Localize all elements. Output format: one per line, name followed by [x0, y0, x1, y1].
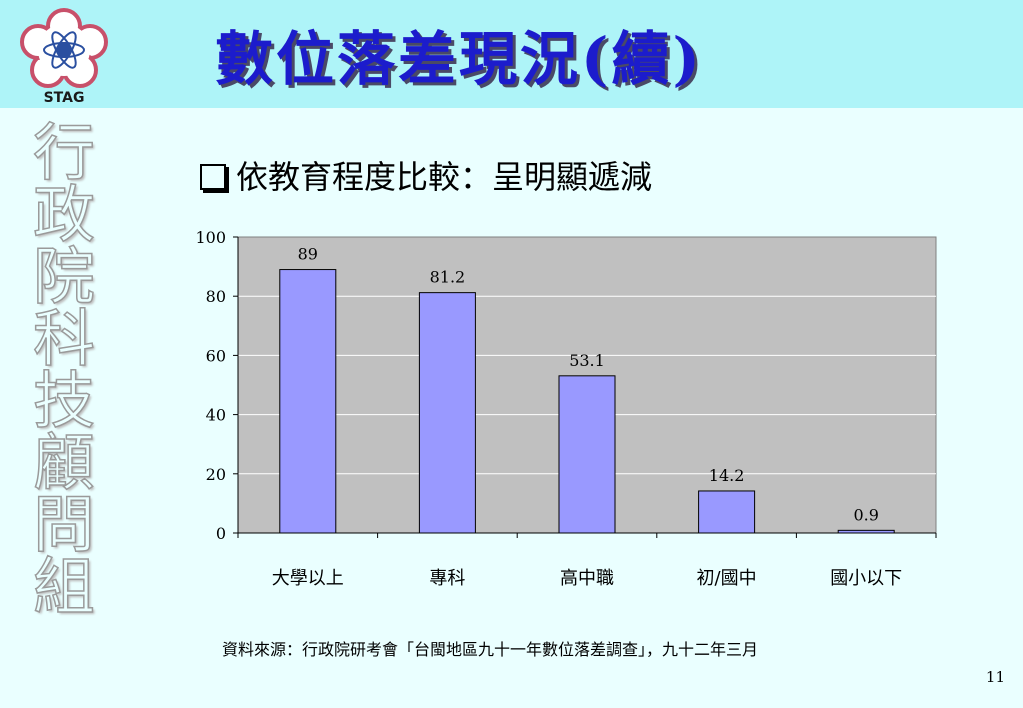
vertical-char: 院	[32, 240, 96, 313]
plum-blossom-icon	[20, 8, 108, 88]
vertical-char: 政	[32, 178, 96, 251]
bar	[837, 529, 895, 534]
education-bar-chart: 0 20 40 60 80 100 89 大學以上 81.2 專科 53.1 高中職 14.2 初/國中 0…	[195, 228, 937, 589]
slide-subtitle: 依教育程度比較：呈明顯遞減	[200, 152, 652, 198]
data-label: 89	[298, 245, 318, 264]
data-label: 53.1	[569, 351, 605, 370]
data-source-note: 資料來源：行政院研考會「台閩地區九十一年數位落差調查」，九十二年三月	[222, 640, 759, 659]
vertical-char: 科	[32, 302, 96, 375]
bar	[279, 269, 337, 534]
vertical-char: 顧	[32, 426, 96, 499]
category-label: 大學以上	[272, 568, 344, 589]
vertical-char: 技	[32, 364, 96, 437]
y-tick-label: 100	[195, 228, 226, 247]
y-tick-label: 40	[206, 406, 226, 425]
vertical-char: 行	[32, 116, 96, 189]
vertical-char: 問	[32, 488, 96, 561]
subtitle-text: 依教育程度比較：呈明顯遞減	[236, 158, 653, 196]
vertical-char: 組	[32, 550, 96, 623]
bar	[698, 490, 756, 534]
page-title: 數位落差現況(續)	[215, 25, 703, 93]
data-label: 14.2	[709, 466, 745, 485]
checkbox-bullet-icon	[200, 164, 226, 190]
category-label: 高中職	[560, 568, 614, 589]
page-number: 11	[985, 668, 1005, 686]
data-label: 0.9	[853, 505, 878, 524]
logo-text: STAG	[43, 90, 85, 106]
category-label: 初/國中	[697, 568, 757, 589]
header-bar: STAG 數位落差現況(續)	[0, 0, 1023, 108]
bar	[558, 375, 616, 534]
bar	[418, 292, 476, 534]
category-label: 國小以下	[830, 568, 902, 589]
stag-logo: STAG	[18, 6, 110, 108]
y-tick-label: 0	[216, 524, 226, 543]
y-tick-label: 80	[206, 287, 226, 306]
category-label: 專科	[429, 568, 465, 589]
y-tick-label: 60	[206, 346, 226, 365]
data-label: 81.2	[430, 268, 466, 287]
vertical-organization-name: 行 政 院 科 技 顧 問 組	[24, 116, 104, 623]
y-tick-label: 20	[206, 465, 226, 484]
